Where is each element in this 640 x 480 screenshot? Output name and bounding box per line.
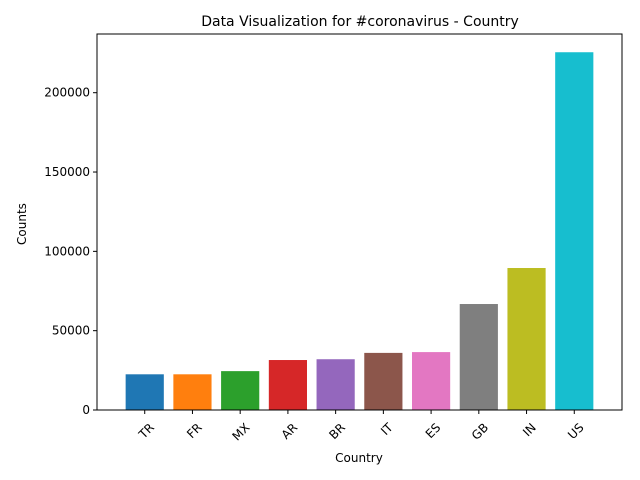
x-tick-label: AR [279, 420, 301, 442]
y-ticks-group: 0 50000 100000 150000 200000 [44, 86, 97, 417]
x-tick-label: IT [378, 420, 396, 438]
bar-gb [459, 304, 498, 410]
x-tick-label: FR [184, 420, 205, 441]
x-tick-label: ES [423, 420, 444, 441]
x-ticks-group: TR FR MX AR BR IT ES GB IN US [135, 410, 587, 443]
x-tick-label: IN [520, 420, 539, 439]
bar-br [316, 359, 355, 410]
y-tick-label: 50000 [52, 324, 90, 338]
x-tick-label: MX [229, 420, 252, 443]
chart-title: Data Visualization for #coronavirus - Co… [201, 14, 519, 30]
bar-mx [221, 371, 260, 410]
y-tick-label: 0 [82, 403, 90, 417]
x-tick-label: BR [326, 420, 348, 442]
y-tick-label: 150000 [44, 165, 90, 179]
bar-it [364, 352, 403, 410]
bar-ar [268, 360, 307, 410]
y-tick-label: 200000 [44, 86, 90, 100]
bars-group [125, 52, 594, 411]
x-axis-label: Country [335, 451, 383, 465]
x-tick-label: TR [135, 420, 157, 442]
bar-es [412, 352, 451, 410]
y-axis-label: Counts [15, 203, 29, 245]
bar-tr [125, 374, 164, 410]
plot-frame [96, 33, 623, 411]
x-tick-label: US [565, 420, 587, 442]
bar-fr [173, 374, 212, 410]
bar-us [555, 52, 594, 411]
bar-in [507, 268, 546, 410]
x-tick-label: GB [469, 420, 491, 442]
y-tick-label: 100000 [44, 244, 90, 258]
